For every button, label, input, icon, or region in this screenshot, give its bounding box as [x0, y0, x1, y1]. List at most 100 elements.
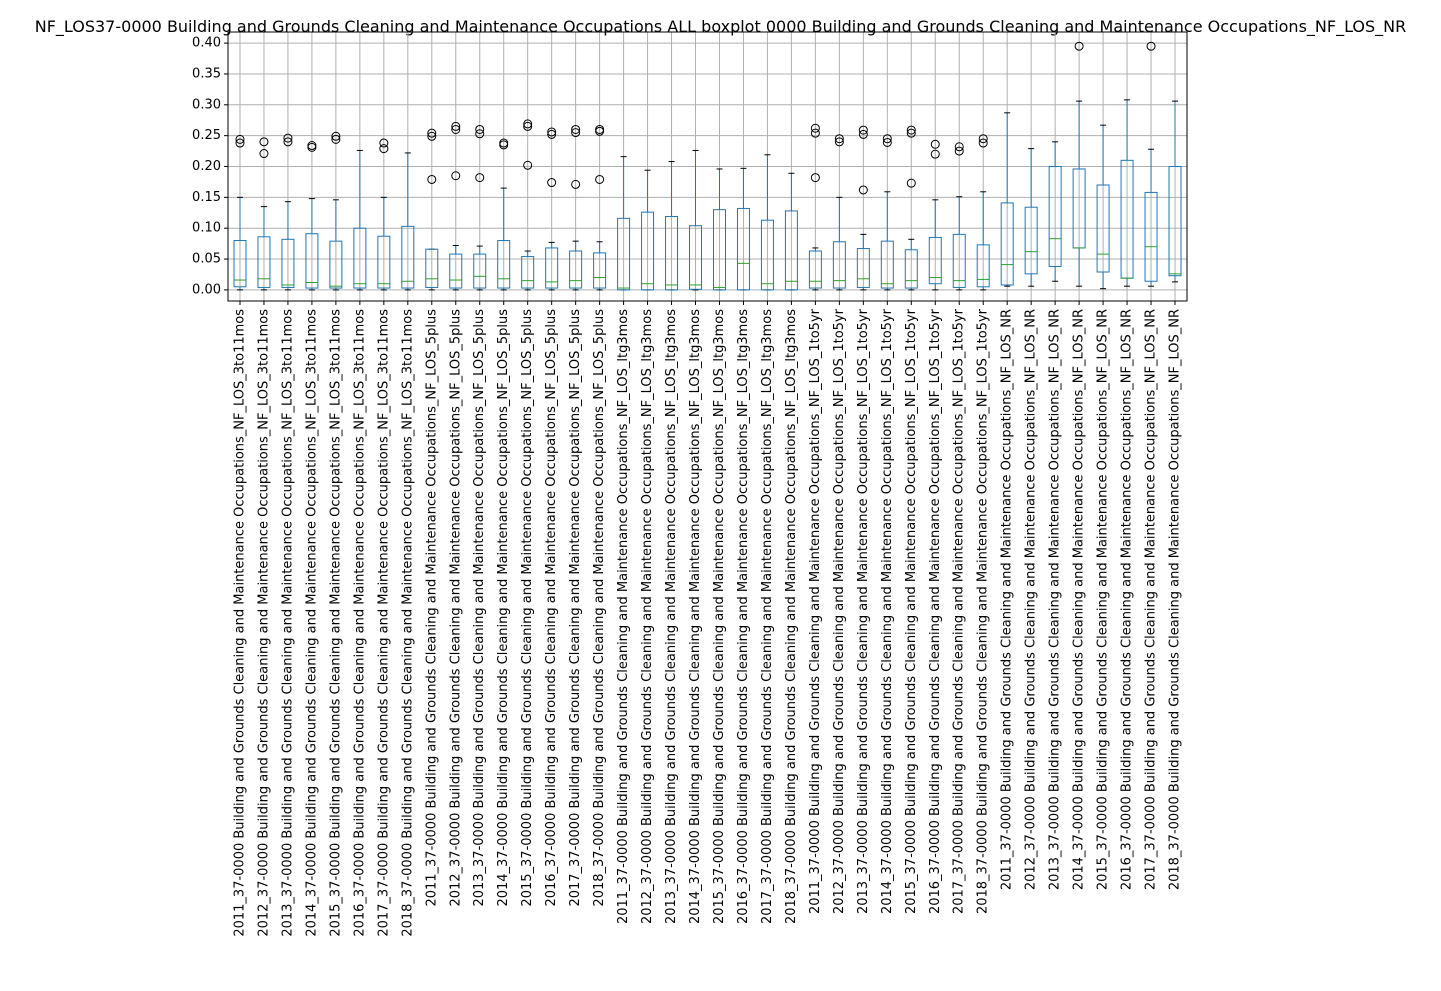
box-iqr	[856, 248, 870, 288]
box-iqr	[521, 256, 535, 289]
box-item	[617, 156, 631, 291]
outlier-point	[978, 134, 988, 144]
x-tick-label: 2015_37-0000 Building and Grounds Cleani…	[904, 308, 919, 914]
outlier-point	[451, 121, 461, 131]
outlier-point	[331, 131, 341, 141]
x-tick-label: 2016_37-0000 Building and Grounds Cleani…	[928, 308, 943, 914]
outlier-point	[283, 133, 293, 143]
box-item	[1024, 148, 1038, 287]
box-item	[569, 124, 583, 291]
outlier-point	[810, 123, 820, 133]
x-tick-label: 2016_37-0000 Building and Grounds Cleani…	[736, 309, 751, 924]
x-tick-label: 2018_37-0000 Building and Grounds Cleani…	[400, 309, 415, 937]
box-iqr	[1048, 166, 1062, 267]
y-tick-label: 0.25	[192, 128, 221, 143]
outlier-point	[882, 134, 892, 144]
box-item	[1144, 41, 1158, 287]
outlier-point	[906, 178, 916, 188]
box-item	[1072, 41, 1086, 287]
outlier-point	[475, 173, 485, 183]
box-iqr	[1168, 166, 1182, 277]
box-item	[880, 134, 894, 291]
box-iqr	[377, 235, 391, 289]
box-item	[808, 123, 822, 291]
outlier-point	[954, 142, 964, 152]
box-item	[473, 124, 487, 291]
box-iqr	[880, 240, 894, 289]
outlier-point	[331, 134, 341, 144]
box-iqr	[904, 249, 918, 289]
outlier-point	[858, 185, 868, 195]
outlier-point	[307, 141, 317, 151]
outlier-point	[1146, 41, 1156, 51]
outlier-point	[595, 124, 605, 134]
outlier-point	[259, 137, 269, 147]
x-tick-label: 2015_37-0000 Building and Grounds Cleani…	[328, 309, 343, 937]
outlier-point	[906, 128, 916, 138]
box-item	[305, 141, 319, 291]
outlier-point	[259, 149, 269, 159]
x-tick-label: 2011_37-0000 Building and Grounds Cleani…	[616, 309, 631, 924]
box-item	[641, 169, 655, 291]
box-item	[1120, 99, 1134, 287]
y-tick-label: 0.30	[192, 97, 221, 112]
box-item	[1168, 100, 1182, 283]
box-iqr	[233, 240, 247, 288]
box-item	[904, 125, 918, 291]
x-tick-label: 2013_37-0000 Building and Grounds Cleani…	[472, 309, 487, 907]
box-item	[1096, 124, 1110, 290]
outlier-point	[810, 128, 820, 138]
box-iqr	[545, 247, 559, 289]
box-iqr	[1096, 184, 1110, 273]
outlier-point	[858, 129, 868, 139]
box-item	[257, 137, 271, 291]
x-tick-label: 2017_37-0000 Building and Grounds Cleani…	[760, 309, 775, 924]
y-tick-label: 0.00	[192, 282, 221, 297]
x-tick-label: 2013_37-0000 Building and Grounds Cleani…	[1048, 309, 1063, 890]
box-iqr	[497, 240, 511, 289]
x-tick-label: 2011_37-0000 Building and Grounds Cleani…	[232, 309, 247, 937]
box-iqr	[449, 253, 463, 289]
y-tick-label: 0.05	[192, 252, 221, 267]
outlier-point	[379, 138, 389, 148]
x-tick-label: 2016_37-0000 Building and Grounds Cleani…	[544, 309, 559, 907]
box-iqr	[641, 211, 655, 291]
outlier-point	[810, 173, 820, 183]
x-tick-label: 2013_37-0000 Building and Grounds Cleani…	[856, 308, 871, 914]
box-item	[760, 154, 774, 291]
box-iqr	[1144, 191, 1158, 282]
outlier-point	[283, 137, 293, 147]
x-axis-ticks: 2011_37-0000 Building and Grounds Cleani…	[232, 301, 1183, 937]
box-item	[856, 125, 870, 291]
x-tick-label: 2017_37-0000 Building and Grounds Cleani…	[376, 309, 391, 937]
y-tick-label: 0.40	[192, 36, 221, 51]
box-series	[233, 41, 1182, 291]
outlier-point	[595, 174, 605, 184]
grid-lines	[228, 32, 1187, 301]
x-tick-label: 2016_37-0000 Building and Grounds Cleani…	[1120, 309, 1135, 890]
box-item	[665, 161, 679, 291]
box-item	[712, 168, 726, 291]
box-item	[784, 172, 798, 291]
outlier-point	[451, 124, 461, 134]
outlier-point	[834, 134, 844, 144]
x-tick-label: 2017_37-0000 Building and Grounds Cleani…	[952, 308, 967, 914]
box-item	[353, 149, 367, 291]
box-item	[952, 142, 966, 291]
y-tick-label: 0.15	[192, 190, 221, 205]
outlier-point	[571, 128, 581, 138]
box-iqr	[712, 209, 726, 291]
outlier-point	[427, 131, 437, 141]
box-iqr	[808, 250, 822, 289]
box-item	[329, 131, 343, 291]
outlier-point	[1074, 41, 1084, 51]
outlier-point	[571, 179, 581, 189]
box-iqr	[1024, 206, 1038, 275]
y-tick-label: 0.10	[192, 221, 221, 236]
x-tick-label: 2014_37-0000 Building and Grounds Cleani…	[688, 309, 703, 924]
box-item	[832, 134, 846, 291]
x-tick-label: 2013_37-0000 Building and Grounds Cleani…	[664, 309, 679, 924]
x-tick-label: 2012_37-0000 Building and Grounds Cleani…	[448, 309, 463, 907]
x-tick-label: 2016_37-0000 Building and Grounds Cleani…	[352, 309, 367, 937]
